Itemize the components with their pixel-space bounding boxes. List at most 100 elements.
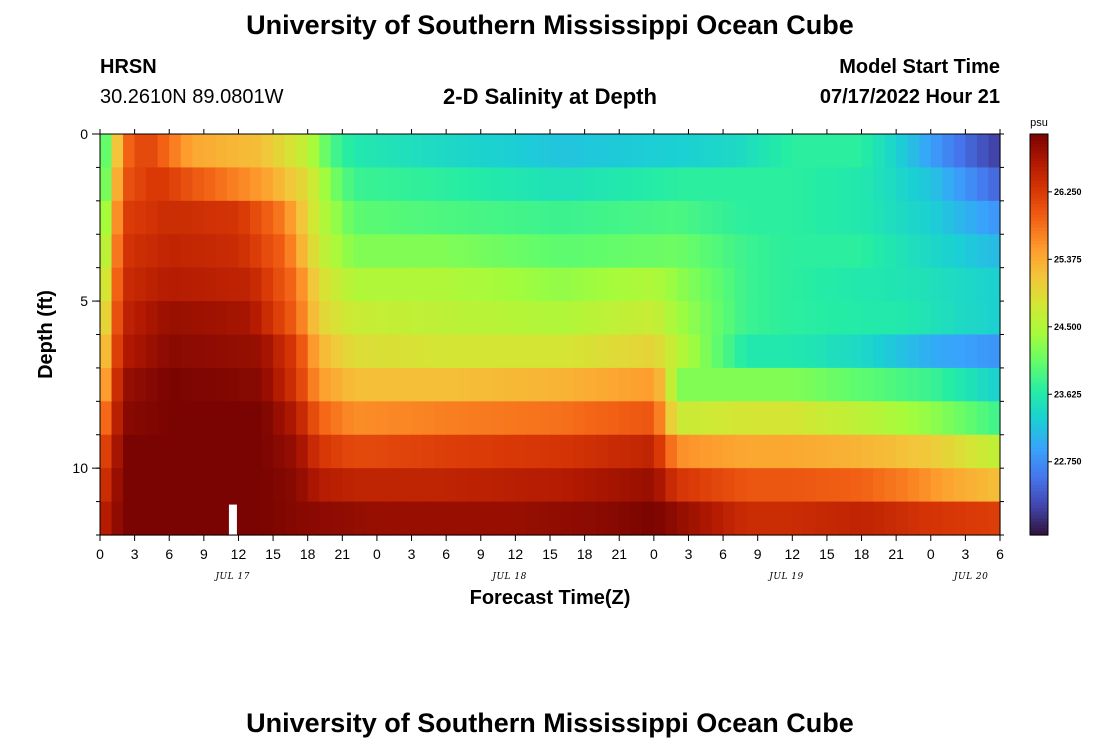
heatmap-cell [907,334,920,369]
heatmap-cell [100,367,113,402]
colorbar-swatch [1030,528,1048,533]
heatmap-cell [180,468,193,503]
heatmap-cell [388,501,401,536]
heatmap-cell [134,167,147,202]
heatmap-cell [653,200,666,235]
heatmap-cell [376,468,390,503]
colorbar-swatch [1030,187,1048,192]
heatmap-cell [550,401,563,436]
colorbar-swatch [1030,501,1048,506]
heatmap-cell [526,267,540,302]
heatmap-cell [446,200,459,235]
heatmap-cell [423,134,436,169]
heatmap-cell [976,401,990,436]
heatmap-cell [423,301,436,336]
colorbar-swatch [1030,204,1048,209]
heatmap-cell [388,134,401,169]
heatmap-cell [157,167,170,202]
heatmap-cell [953,234,966,269]
heatmap-cell [700,401,713,436]
colorbar-swatch [1030,364,1048,369]
heatmap-cell [930,367,943,402]
heatmap-cell [434,234,447,269]
heatmap-cell [526,167,540,202]
heatmap-cell [123,234,136,269]
heatmap-cell [815,200,828,235]
heatmap-cell [619,401,632,436]
heatmap-cells [100,134,1001,536]
heatmap-cell [942,200,955,235]
heatmap-cell [780,167,793,202]
heatmap-cell [203,200,216,235]
heatmap-cell [400,167,413,202]
colorbar-swatch [1030,170,1048,175]
heatmap-cell [503,134,516,169]
heatmap-cell [330,200,343,235]
heatmap-cell [688,334,701,369]
heatmap-cell [503,367,516,402]
heatmap-cell [861,234,874,269]
heatmap-cell [930,401,943,436]
heatmap-cell [261,267,274,302]
heatmap-cell [815,267,828,302]
heatmap-cell [192,234,205,269]
heatmap-cell [365,401,378,436]
heatmap-cell [884,134,897,169]
heatmap-cell [146,367,159,402]
heatmap-cell [815,234,828,269]
colorbar-swatch [1030,227,1048,232]
colorbar-swatch [1030,394,1048,399]
heatmap-cell [676,401,690,436]
heatmap-cell [307,334,320,369]
heatmap-cell [538,367,551,402]
heatmap-cell [803,367,816,402]
heatmap-cell [780,301,793,336]
heatmap-cell [815,468,828,503]
heatmap-cell [503,234,516,269]
heatmap-cell [434,200,447,235]
heatmap-cell [215,401,228,436]
day-label: JUL 18 [490,572,526,582]
colorbar-swatch [1030,351,1048,356]
heatmap-cell [619,468,632,503]
heatmap-cell [100,134,113,169]
heatmap-cell [757,367,770,402]
heatmap-cell [203,334,216,369]
heatmap-cell [215,367,228,402]
heatmap-cell [930,234,943,269]
heatmap-cell [988,267,1001,302]
heatmap-cell [976,134,990,169]
heatmap-cell [411,267,424,302]
heatmap-cell [250,401,263,436]
heatmap-cell [873,234,886,269]
colorbar-swatch [1030,484,1048,489]
heatmap-cell [307,434,320,469]
heatmap-cell [215,234,228,269]
heatmap-cell [734,200,747,235]
x-tick-label: 0 [650,546,658,562]
heatmap-cell [492,301,505,336]
heatmap-cell [607,334,620,369]
heatmap-cell [988,434,1001,469]
heatmap-cell [123,267,136,302]
heatmap-cell [192,301,205,336]
heatmap-cell [215,434,228,469]
heatmap-cell [642,468,655,503]
heatmap-cell [700,267,713,302]
heatmap-cell [342,167,355,202]
heatmap-cell [376,267,390,302]
heatmap-cell [653,167,666,202]
heatmap-cell [769,367,782,402]
heatmap-cell [457,401,470,436]
heatmap-cell [215,334,228,369]
heatmap-cell [169,134,182,169]
heatmap-cell [342,134,355,169]
colorbar-swatch [1030,418,1048,422]
heatmap-cell [250,468,263,503]
heatmap-cell [123,468,136,503]
heatmap-cell [480,434,493,469]
heatmap-cell [723,434,736,469]
heatmap-cell [515,200,528,235]
colorbar-swatch [1030,260,1048,265]
heatmap-cell [480,501,493,536]
